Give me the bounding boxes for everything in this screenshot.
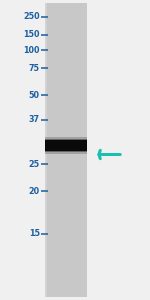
Bar <box>45 3 47 297</box>
Bar <box>45 139 87 152</box>
Text: 75: 75 <box>29 64 40 73</box>
Text: 100: 100 <box>23 46 40 55</box>
Text: 150: 150 <box>23 30 40 39</box>
Bar <box>45 140 87 151</box>
Text: 250: 250 <box>23 12 40 21</box>
Bar <box>45 137 87 154</box>
Text: 50: 50 <box>29 91 40 100</box>
Text: 37: 37 <box>29 116 40 124</box>
Bar <box>45 3 87 297</box>
Bar <box>45 3 46 297</box>
Bar <box>45 3 46 297</box>
Text: 20: 20 <box>29 187 40 196</box>
Text: 15: 15 <box>29 230 40 238</box>
Text: 25: 25 <box>29 160 40 169</box>
